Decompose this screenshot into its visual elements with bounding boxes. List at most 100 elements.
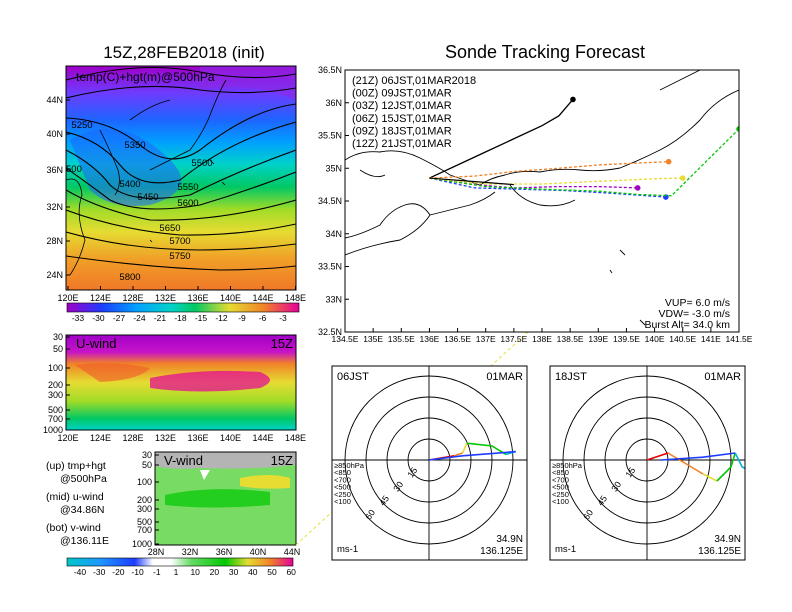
lon-tick-label: 136E <box>187 293 208 303</box>
top-map-label: temp(C)+hgt(m)@500hPa <box>76 70 215 84</box>
pressure-tick-label: 200 <box>48 380 63 390</box>
uwind-label: U-wind <box>76 336 116 351</box>
lon-tick-label: 120E <box>57 433 78 443</box>
contour-label: 5250 <box>71 120 92 131</box>
pressure-legend-entry: <100 <box>552 497 569 506</box>
vwind-time: 15Z <box>271 453 293 468</box>
ring-label: 30 <box>391 480 405 494</box>
lon-tick-label: 132E <box>155 433 176 443</box>
pressure-tick-label: 500 <box>137 517 152 527</box>
contour-label-500: 500 <box>66 164 82 175</box>
lat-tick-label: 40N <box>46 129 63 139</box>
colorbar-tick-label: -20 <box>112 567 125 577</box>
hodograph-line <box>734 452 745 470</box>
lon-tick-label: 140E <box>220 293 241 303</box>
svg-text:(mid) u-wind: (mid) u-wind <box>46 491 104 503</box>
pressure-legend-entry: <700 <box>552 475 569 484</box>
lon-tick-label: 132E <box>155 293 176 303</box>
svg-text:VUP= 6.0 m/s: VUP= 6.0 m/s <box>665 297 730 309</box>
colorbar-tick-label: 60 <box>286 567 296 577</box>
contour-label: 5500 <box>191 158 212 169</box>
top-map-contour-labels: 5250 5350 5500 5400 5450 5550 5600 5650 5700 5750… <box>71 120 212 283</box>
pressure-tick-label: 30 <box>142 450 152 460</box>
lat-tick-label: 33N <box>325 294 342 304</box>
pressure-legend-entry: <100 <box>334 497 351 506</box>
track-end-point <box>634 185 641 191</box>
right-title: Sonde Tracking Forecast <box>445 42 645 62</box>
lon-tick-label: 138.5E <box>557 334 584 344</box>
lon-tick-label: 135E <box>363 334 383 344</box>
colorbar-tick-label: -40 <box>74 567 87 577</box>
colorbar-tick-label: -30 <box>92 313 105 323</box>
left-title: 15Z,28FEB2018 (init) <box>103 43 265 62</box>
track-end-point <box>570 96 576 103</box>
pressure-legend-entry: <500 <box>334 483 351 492</box>
lat-tick-label: 34N <box>325 229 342 239</box>
lon-tick-label: 139E <box>588 334 608 344</box>
lon-tick-label: 135.5E <box>388 334 415 344</box>
track-line <box>429 161 669 179</box>
colorbar-tick-label: -30 <box>93 567 106 577</box>
lat-tick-label: 28N <box>46 236 63 246</box>
colorbar-tick-label: -3 <box>279 313 287 323</box>
lat-tick-label: 40N <box>250 547 267 557</box>
sonde-params: VUP= 6.0 m/s VDW= -3.0 m/s Burst Alt= 34… <box>645 297 731 331</box>
colorbar-tick-label: -10 <box>131 567 144 577</box>
lon-tick-label: 148E <box>285 293 306 303</box>
hodograph-line <box>646 452 669 461</box>
colorbar-tick-label: 30 <box>229 567 239 577</box>
lon-tick-label: 148E <box>285 433 306 443</box>
pressure-tick-label: 50 <box>142 460 152 470</box>
lon-tick-label: 137.5E <box>500 334 527 344</box>
colorbar-tick-label: -33 <box>72 313 85 323</box>
vwind-label: V-wind <box>164 453 203 468</box>
lat-tick-label: 33.5N <box>318 262 342 272</box>
colorbar-tick-label: -21 <box>154 313 167 323</box>
track-line <box>429 177 683 185</box>
lat-tick-label: 36N <box>46 165 63 175</box>
lat-tick-label: 32N <box>182 547 199 557</box>
lon-tick-label: 124E <box>90 293 111 303</box>
ring-label: 45 <box>377 494 391 508</box>
track-end-point <box>665 158 672 165</box>
temp-height-map: temp(C)+hgt(m)@500hPa 44N 40N 36N 32N 28N 24N… <box>46 65 306 303</box>
legend-entry: (09Z) 18JST,01MAR <box>352 125 452 137</box>
lat-tick-label: 34.5N <box>318 196 342 206</box>
legend-entry: (12Z) 21JST,01MAR <box>352 138 452 150</box>
hodograph-line <box>428 450 516 461</box>
track-line <box>429 177 666 198</box>
colorbar-tick-label: 10 <box>190 567 200 577</box>
ring-label: 30 <box>609 480 623 494</box>
lat-tick-label: 36N <box>325 98 342 108</box>
polar-lat-label: 34.9N <box>496 534 523 545</box>
legend-entry: (06Z) 15JST,01MAR <box>352 113 452 125</box>
lat-tick-label: 35N <box>325 163 342 173</box>
colorbar-tick-label: -24 <box>133 313 146 323</box>
pressure-tick-label: 1000 <box>43 425 63 435</box>
pressure-legend-entry: <500 <box>552 483 569 492</box>
polar-lon-label: 136.125E <box>698 546 741 557</box>
svg-text:@500hPa: @500hPa <box>60 473 107 485</box>
contour-label: 5650 <box>159 223 180 234</box>
contour-label: 5350 <box>124 140 145 151</box>
contour-label: 5450 <box>137 192 158 203</box>
track-end-point <box>736 126 739 132</box>
pressure-legend-entry: ≥850hPa <box>552 461 583 470</box>
panel-legend-text: (up) tmp+hgt @500hPa (mid) u-wind @34.86… <box>46 460 109 547</box>
colorbar-tick-label: -9 <box>238 313 246 323</box>
hodograph-line <box>453 452 463 457</box>
polar-lon-label: 136.125E <box>480 546 523 557</box>
pressure-tick-label: 100 <box>48 363 63 373</box>
lat-tick-label: 44N <box>284 547 301 557</box>
lat-tick-label: 36N <box>216 547 233 557</box>
lon-tick-label: 144E <box>252 293 273 303</box>
pressure-tick-label: 700 <box>137 525 152 535</box>
hodograph-line <box>466 442 507 456</box>
hodograph-line <box>660 452 736 461</box>
lon-tick-label: 140E <box>220 433 241 443</box>
contour-label: 5400 <box>119 179 140 190</box>
lon-tick-label: 138E <box>532 334 552 344</box>
